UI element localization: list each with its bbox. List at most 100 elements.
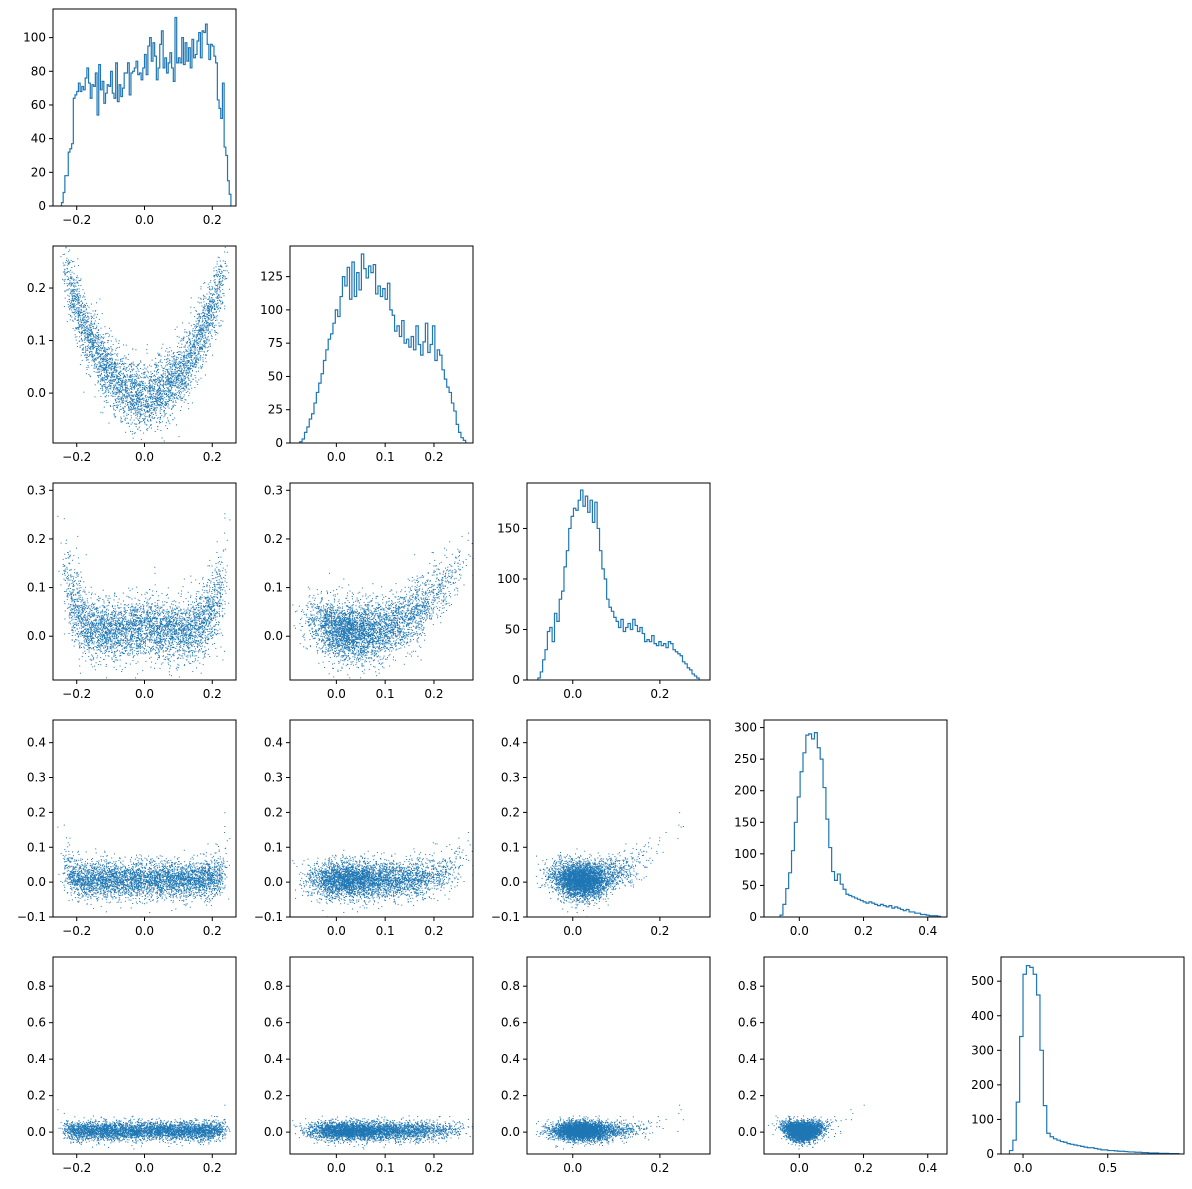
scatter-point bbox=[218, 294, 219, 295]
scatter-point bbox=[91, 316, 92, 317]
scatter-point bbox=[107, 360, 108, 361]
scatter-point bbox=[127, 385, 128, 386]
scatter-point bbox=[113, 389, 114, 390]
scatter-point bbox=[82, 327, 83, 328]
scatter-point bbox=[147, 396, 148, 397]
scatter-point bbox=[121, 422, 122, 423]
scatter-point bbox=[103, 338, 104, 339]
scatter-point bbox=[151, 405, 152, 406]
scatter-point bbox=[207, 307, 208, 308]
scatter-point bbox=[112, 375, 113, 376]
scatter-point bbox=[140, 376, 141, 377]
scatter-point bbox=[147, 367, 148, 368]
scatter-point bbox=[103, 379, 104, 380]
scatter-point bbox=[199, 357, 200, 358]
scatter-point bbox=[214, 312, 215, 313]
scatter-point bbox=[121, 373, 122, 374]
scatter-point bbox=[147, 391, 148, 392]
scatter-point bbox=[79, 326, 80, 327]
scatter-point bbox=[144, 364, 145, 365]
scatter-point bbox=[178, 374, 179, 375]
scatter-point bbox=[138, 388, 139, 389]
histogram-0-xtick-label: 0.0 bbox=[135, 213, 154, 227]
scatter-point bbox=[153, 402, 154, 403]
scatter-point bbox=[197, 344, 198, 345]
scatter-point bbox=[209, 611, 210, 612]
scatter-point bbox=[130, 641, 131, 642]
scatter-point bbox=[136, 424, 137, 425]
scatter-point bbox=[147, 376, 148, 377]
scatter-point bbox=[91, 329, 92, 330]
scatter-point bbox=[105, 326, 106, 327]
scatter-point bbox=[130, 406, 131, 407]
scatter-point bbox=[180, 410, 181, 411]
scatter-point bbox=[200, 366, 201, 367]
scatter-point bbox=[185, 384, 186, 385]
scatter-point bbox=[223, 260, 224, 261]
scatter-point bbox=[204, 341, 205, 342]
scatter-point bbox=[68, 289, 69, 290]
scatter-point bbox=[194, 346, 195, 347]
scatter-point bbox=[194, 627, 195, 628]
scatter-point bbox=[77, 307, 78, 308]
scatter-point bbox=[145, 371, 146, 372]
scatter-point bbox=[84, 319, 85, 320]
scatter-point bbox=[74, 304, 75, 305]
scatter-point bbox=[174, 365, 175, 366]
scatter-point bbox=[122, 386, 123, 387]
scatter-point bbox=[161, 380, 162, 381]
scatter-point bbox=[156, 422, 157, 423]
scatter-point bbox=[165, 373, 166, 374]
scatter-point bbox=[152, 388, 153, 389]
scatter-point bbox=[114, 415, 115, 416]
scatter-point bbox=[101, 365, 102, 366]
scatter-point bbox=[114, 386, 115, 387]
scatter-point bbox=[195, 380, 196, 381]
histogram-0-ytick-label: 20 bbox=[31, 165, 46, 179]
scatter-point bbox=[73, 306, 74, 307]
scatter-point bbox=[71, 285, 72, 286]
scatter-point bbox=[86, 322, 87, 323]
scatter-point bbox=[200, 288, 201, 289]
histogram-3-ytick-label: 100 bbox=[734, 847, 757, 861]
scatter-point bbox=[112, 643, 113, 644]
scatter-point bbox=[223, 587, 224, 588]
scatter-point bbox=[87, 635, 88, 636]
scatter-point bbox=[216, 325, 217, 326]
scatter-point bbox=[181, 344, 182, 345]
scatter-point bbox=[89, 616, 90, 617]
scatter-point bbox=[142, 382, 143, 383]
scatter-point bbox=[192, 370, 193, 371]
scatter-point bbox=[205, 358, 206, 359]
scatter-point bbox=[84, 336, 85, 337]
scatter-point bbox=[80, 326, 81, 327]
scatter-point bbox=[185, 390, 186, 391]
scatter-point bbox=[119, 402, 120, 403]
scatter-point bbox=[168, 391, 169, 392]
scatter-point bbox=[153, 418, 154, 419]
scatter-point bbox=[125, 398, 126, 399]
scatter-point bbox=[85, 352, 86, 353]
scatter-point bbox=[85, 324, 86, 325]
scatter-point bbox=[67, 285, 68, 286]
scatter-point bbox=[120, 389, 121, 390]
scatter-point bbox=[100, 664, 101, 665]
scatter-point bbox=[126, 357, 127, 358]
scatter-point bbox=[87, 340, 88, 341]
scatter-point bbox=[183, 337, 184, 338]
scatter-point bbox=[202, 318, 203, 319]
scatter-point bbox=[98, 380, 99, 381]
scatter-point bbox=[146, 397, 147, 398]
scatter-point bbox=[205, 298, 206, 299]
scatter-point bbox=[132, 349, 133, 350]
scatter-point bbox=[218, 266, 219, 267]
scatter-point bbox=[171, 656, 172, 657]
scatter-point bbox=[204, 334, 205, 335]
scatter-point bbox=[168, 389, 169, 390]
scatter-point bbox=[102, 377, 103, 378]
scatter-point bbox=[103, 343, 104, 344]
scatter-point bbox=[185, 376, 186, 377]
scatter-point bbox=[152, 360, 153, 361]
scatter-point bbox=[172, 373, 173, 374]
scatter-point bbox=[95, 320, 96, 321]
